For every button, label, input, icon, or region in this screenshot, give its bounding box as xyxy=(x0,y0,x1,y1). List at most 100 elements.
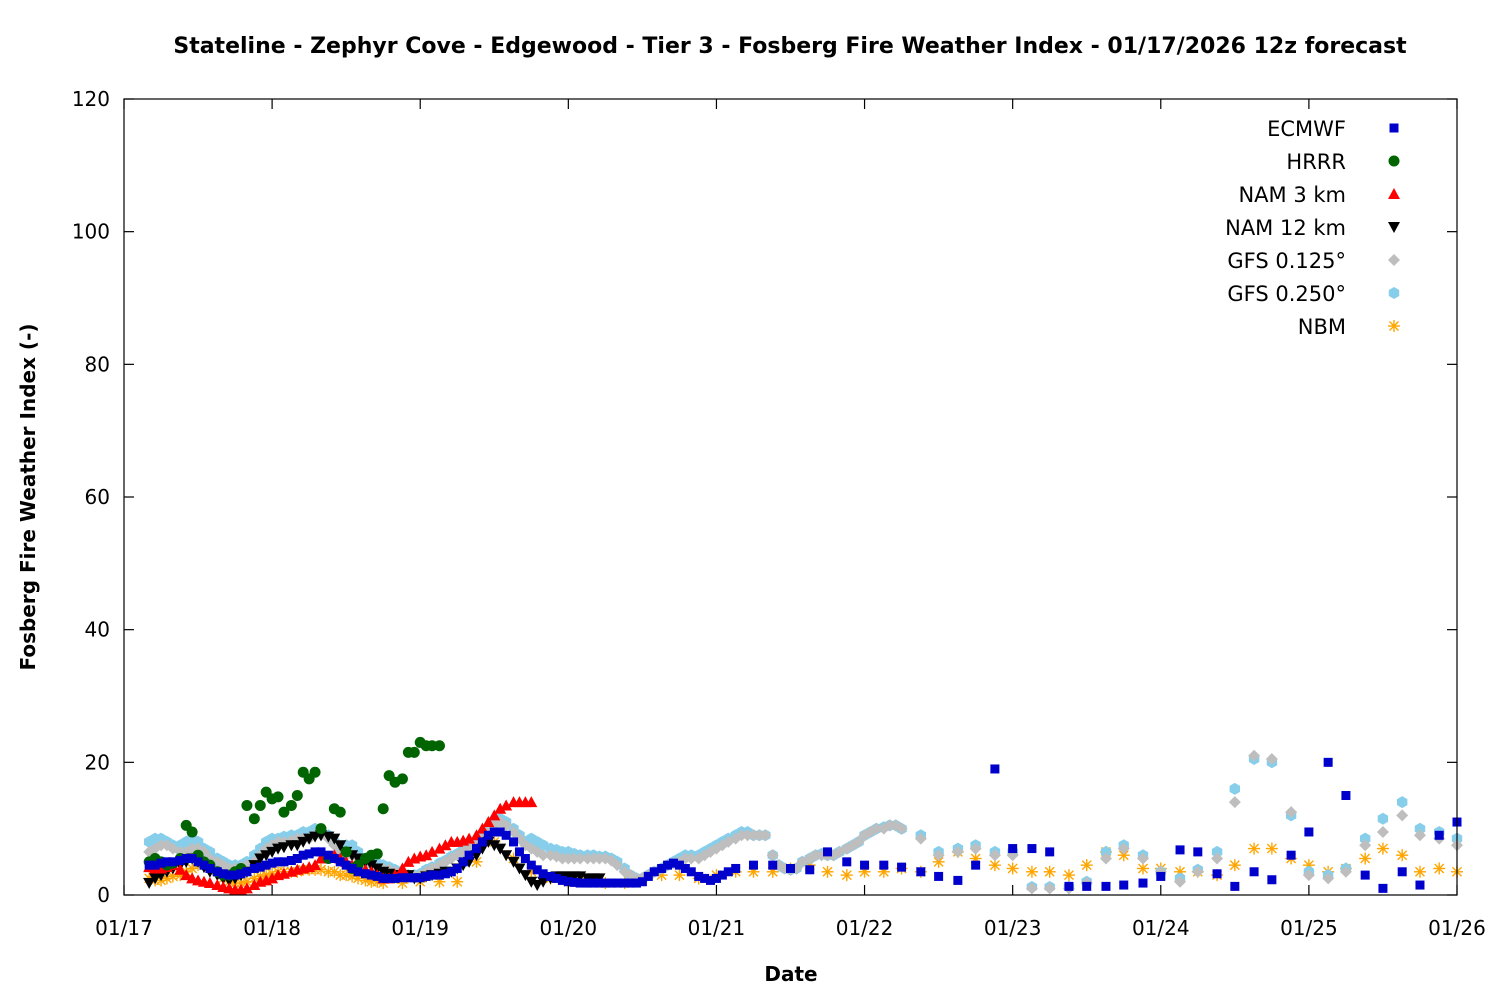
data-point xyxy=(187,854,197,864)
data-point xyxy=(990,764,1000,774)
data-point xyxy=(1376,842,1389,855)
data-point xyxy=(426,845,439,857)
data-point xyxy=(988,849,1001,862)
data-point xyxy=(1396,809,1409,822)
data-point xyxy=(1137,862,1150,875)
data-point xyxy=(514,847,524,857)
data-point xyxy=(266,872,279,884)
data-point xyxy=(823,847,833,857)
data-point xyxy=(768,860,778,870)
data-point xyxy=(500,799,513,811)
data-point xyxy=(870,822,883,835)
data-point xyxy=(241,799,253,811)
data-point xyxy=(657,863,667,873)
data-point xyxy=(1378,883,1388,893)
data-point xyxy=(286,856,296,866)
data-point xyxy=(1062,869,1075,882)
data-point xyxy=(463,832,476,844)
legend-label: NAM 3 km xyxy=(1238,183,1346,207)
data-point xyxy=(309,766,321,778)
data-point xyxy=(1434,830,1444,840)
data-point xyxy=(525,876,538,888)
data-point xyxy=(723,867,733,877)
data-point xyxy=(495,827,505,837)
data-point xyxy=(452,863,462,873)
data-point xyxy=(230,870,240,880)
data-point xyxy=(175,856,185,866)
data-point xyxy=(193,857,203,867)
data-point xyxy=(477,837,487,847)
data-point xyxy=(278,806,290,818)
data-point xyxy=(174,863,187,875)
y-tick-label: 0 xyxy=(97,883,110,907)
data-point xyxy=(267,858,277,868)
data-point xyxy=(433,842,446,854)
data-point xyxy=(212,867,222,877)
legend-marker xyxy=(1388,287,1400,299)
data-point xyxy=(1267,875,1277,885)
data-point xyxy=(583,878,593,888)
data-point xyxy=(150,860,160,870)
data-point xyxy=(489,827,499,837)
data-point xyxy=(1138,878,1148,888)
data-point xyxy=(1043,865,1056,878)
data-point xyxy=(240,882,253,894)
data-point xyxy=(377,803,389,815)
data-point xyxy=(532,865,542,875)
data-point xyxy=(1025,882,1038,895)
legend-label: NAM 12 km xyxy=(1225,216,1346,240)
data-point xyxy=(1304,827,1314,837)
data-point xyxy=(895,822,908,835)
data-point xyxy=(266,846,279,858)
data-point xyxy=(291,790,303,801)
data-point xyxy=(520,854,530,864)
x-tick-label: 01/24 xyxy=(1132,916,1190,940)
data-point xyxy=(1397,867,1407,877)
data-point xyxy=(203,877,216,889)
data-point xyxy=(606,878,616,888)
data-point xyxy=(340,846,352,858)
data-point xyxy=(335,857,345,867)
data-point xyxy=(297,836,310,848)
data-point xyxy=(759,829,772,842)
data-point xyxy=(569,877,579,887)
data-point xyxy=(224,870,234,880)
data-point xyxy=(371,863,384,875)
data-point xyxy=(488,840,501,852)
data-point xyxy=(1228,796,1241,809)
data-point xyxy=(526,860,536,870)
legend-marker xyxy=(1388,188,1400,199)
data-point xyxy=(557,875,567,885)
legend-item: NAM 12 km xyxy=(1225,216,1400,240)
data-point xyxy=(334,840,347,852)
data-point xyxy=(680,863,690,873)
data-point xyxy=(272,791,284,803)
y-tick-label: 60 xyxy=(85,485,110,509)
data-point xyxy=(685,852,698,865)
data-point xyxy=(546,871,556,881)
data-point xyxy=(1099,852,1112,865)
data-point xyxy=(842,857,852,867)
data-point xyxy=(594,878,604,888)
data-point xyxy=(821,865,834,878)
data-point xyxy=(1248,749,1261,762)
x-axis-label: Date xyxy=(764,962,818,986)
data-point xyxy=(421,871,431,881)
data-point xyxy=(711,873,721,883)
data-point xyxy=(403,873,413,883)
data-point xyxy=(1249,867,1259,877)
data-point xyxy=(1415,880,1425,890)
data-point xyxy=(341,860,351,870)
data-point xyxy=(663,860,673,870)
legend-item: NBM xyxy=(1298,315,1400,339)
data-point xyxy=(551,873,561,883)
data-point xyxy=(1211,845,1223,858)
data-point xyxy=(439,839,452,851)
data-point xyxy=(218,869,228,879)
y-tick-label: 80 xyxy=(85,352,110,376)
data-point xyxy=(488,809,501,821)
data-point xyxy=(378,873,388,883)
legend-item: GFS 0.125° xyxy=(1227,249,1400,273)
data-point xyxy=(1006,862,1019,875)
